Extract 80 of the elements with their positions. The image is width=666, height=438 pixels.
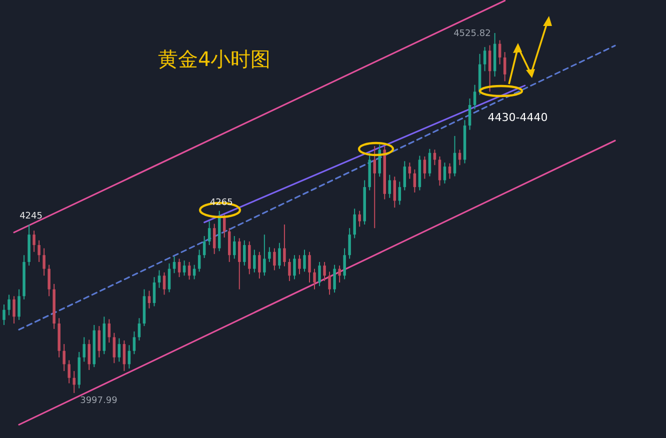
annotation: 4525.82 — [454, 29, 491, 39]
candlestick — [483, 46, 486, 72]
candlestick — [303, 249, 306, 272]
candlestick — [168, 262, 171, 293]
candlestick — [42, 248, 46, 276]
candlestick — [68, 360, 70, 384]
candlestick — [448, 162, 452, 180]
candlestick — [48, 264, 50, 297]
candlestick — [393, 176, 396, 208]
candlestick — [358, 210, 361, 228]
candlestick — [263, 234, 266, 276]
annotation: 4265 — [210, 198, 233, 208]
candlestick — [12, 296, 16, 324]
candlestick — [243, 240, 246, 266]
candlestick — [353, 208, 356, 239]
candlestick — [423, 156, 426, 180]
text: 黄金4小时图 — [158, 47, 271, 71]
candlestick — [32, 230, 36, 252]
candlestick — [82, 336, 86, 362]
candlestick — [152, 276, 156, 307]
candlestick — [8, 294, 10, 316]
candlestick — [503, 52, 506, 82]
candlestick — [408, 162, 412, 180]
candlestick — [172, 256, 176, 274]
candlestick — [62, 344, 66, 372]
annotation: 3997.99 — [80, 396, 118, 406]
candlestick — [273, 248, 276, 271]
candlestick — [208, 220, 211, 246]
candlestick — [118, 338, 121, 362]
candlestick — [228, 228, 231, 262]
annotation: 4430-4440 — [488, 110, 548, 124]
candlestick — [293, 254, 296, 280]
candlestick — [428, 148, 432, 177]
candlestick — [158, 270, 161, 288]
candlestick — [72, 370, 76, 394]
candlestick — [182, 260, 186, 276]
candlestick — [378, 144, 381, 178]
candlestick — [162, 272, 166, 296]
candlestick — [468, 98, 472, 130]
candlestick — [178, 258, 181, 278]
candlestick — [233, 236, 236, 260]
candlestick — [2, 304, 6, 326]
candlestick — [453, 135, 456, 177]
candlestick — [98, 326, 101, 358]
candlestick — [338, 265, 341, 283]
candlestick — [333, 264, 336, 294]
candlestick — [283, 224, 286, 267]
candlestick — [18, 288, 20, 320]
candlestick — [343, 248, 346, 280]
candlestick — [373, 146, 376, 229]
candlestick — [148, 290, 151, 309]
candlestick — [318, 261, 321, 287]
candlestick — [488, 44, 492, 92]
annotation: 4245 — [20, 212, 42, 222]
candlestick — [112, 332, 116, 364]
candlestick — [122, 340, 126, 372]
candlestick — [212, 223, 216, 255]
candlestick — [308, 251, 311, 283]
candlestick — [298, 254, 301, 275]
candlestick — [132, 330, 136, 355]
candlestick — [473, 84, 476, 110]
candlestick — [248, 240, 251, 275]
candlestick — [278, 242, 281, 270]
candlestick — [188, 261, 191, 280]
candlestick — [348, 228, 351, 260]
candlestick — [253, 249, 256, 273]
candlestick — [238, 238, 241, 290]
candlestick — [198, 249, 201, 272]
candlestick — [328, 271, 331, 296]
candlestick — [38, 240, 40, 262]
candlestick — [398, 181, 402, 206]
candlestick — [268, 246, 271, 262]
candlestick — [403, 160, 406, 191]
candlestick — [88, 339, 91, 370]
candlestick — [438, 156, 442, 186]
candlestick — [288, 258, 291, 282]
candlestick — [323, 261, 326, 282]
candlestick — [388, 174, 392, 198]
candlestick — [258, 251, 261, 280]
candlestick — [313, 268, 316, 290]
